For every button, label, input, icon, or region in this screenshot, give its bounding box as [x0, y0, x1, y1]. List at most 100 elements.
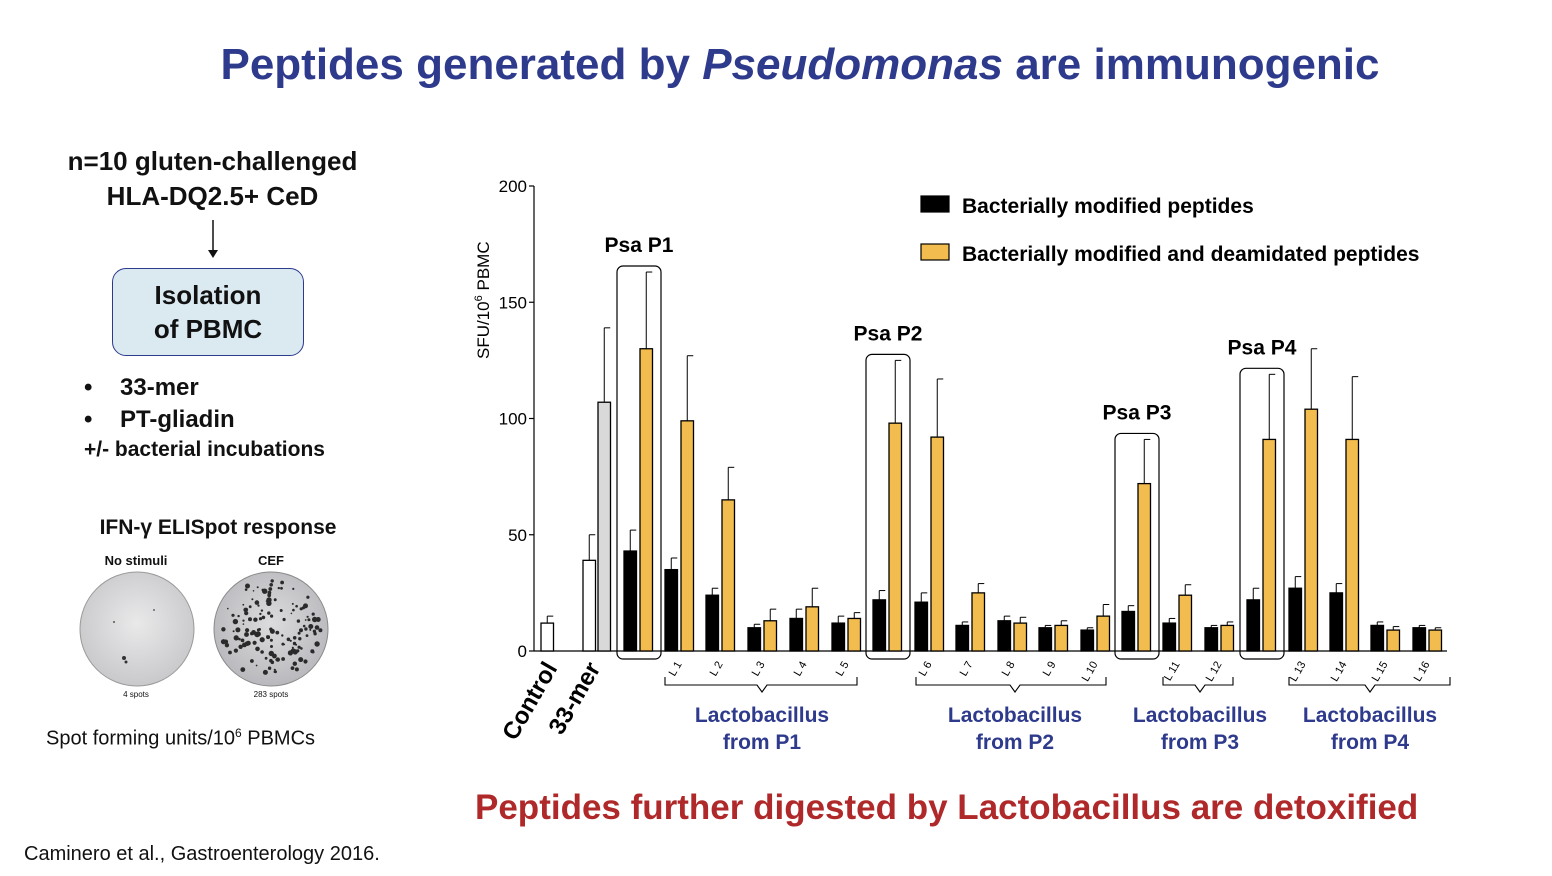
bullet-glyph: •	[84, 374, 93, 401]
bar-black	[1121, 610, 1136, 652]
elispot-spot	[260, 609, 264, 612]
elispot-spot	[303, 659, 308, 664]
elispot-spot	[290, 666, 295, 670]
group-label-line1: Lactobacillus	[695, 704, 829, 727]
elispot-spot	[264, 656, 268, 660]
bar-black	[1080, 629, 1095, 652]
elispot-spot	[246, 608, 249, 611]
group-label-line2: from P2	[976, 731, 1054, 754]
bar-black	[1162, 622, 1177, 652]
elispot-spot	[312, 616, 318, 623]
elispot-spot	[291, 646, 294, 649]
elispot-spot	[257, 604, 260, 607]
bar-orange	[1054, 624, 1069, 652]
bar-orange	[1386, 629, 1401, 652]
x-tick-label: L 4	[792, 660, 810, 679]
bar-black	[955, 624, 970, 652]
psa-label: Psa P4	[1228, 336, 1297, 359]
elispot-spot	[290, 612, 293, 615]
bar-orange	[1220, 624, 1235, 652]
elispot-spot	[240, 638, 245, 643]
bar-black	[789, 617, 804, 652]
psa-box	[1239, 367, 1285, 660]
y-tick-label: 200	[499, 177, 527, 196]
elispot-spot	[304, 619, 307, 621]
title-part2: are immunogenic	[1015, 40, 1380, 89]
bar-orange	[721, 499, 736, 652]
title-part1: Peptides generated by	[220, 40, 690, 89]
well-label: No stimuli	[104, 553, 168, 568]
x-tick-label: L 11	[1162, 660, 1182, 683]
slide-title: Peptides generated by Pseudomonas are im…	[0, 40, 1552, 90]
bar-control	[540, 622, 555, 652]
spot-units-note: Spot forming units/106 PBMCs	[46, 726, 315, 751]
group-label-line2: from P3	[1161, 731, 1239, 754]
elispot-spot	[256, 628, 260, 632]
y-tick-label: 0	[518, 642, 527, 661]
elispot-spot	[228, 650, 232, 655]
elispot-spot	[311, 650, 315, 654]
elispot-spot	[295, 643, 298, 646]
bar-orange	[680, 420, 695, 652]
elispot-spot	[255, 646, 260, 652]
group-label-line1: Lactobacillus	[1133, 704, 1267, 727]
y-tick-label: 50	[508, 526, 527, 545]
psa-label: Psa P1	[605, 234, 674, 257]
elispot-spot	[248, 605, 252, 609]
bar-orange	[930, 436, 945, 652]
elispot-spot	[252, 590, 255, 592]
elispot-spot	[275, 657, 280, 662]
x-tick-label: L 15	[1370, 660, 1391, 684]
elispot-spot	[238, 637, 241, 641]
bar-black	[997, 620, 1012, 652]
group-label-line2: from P1	[723, 731, 802, 754]
elispot-spot	[281, 634, 284, 637]
elispot-spot	[227, 607, 229, 610]
elispot-spot	[273, 598, 277, 602]
elispot-spot	[261, 615, 266, 620]
psa-label: Psa P3	[1103, 401, 1172, 424]
bar-orange	[805, 606, 820, 652]
elispot-spot	[220, 639, 227, 645]
elispot-spot	[251, 598, 254, 601]
elispot-spot	[253, 617, 258, 622]
conclusion-text: Peptides further digested by Lactobacill…	[475, 788, 1419, 827]
bar-black	[705, 594, 720, 652]
elispot-spot	[314, 625, 320, 630]
elispot-spot	[269, 638, 273, 642]
elispot-spot	[221, 627, 226, 632]
elispot-spot	[309, 628, 312, 631]
bar-black	[831, 622, 846, 652]
elispot-spot	[307, 618, 311, 622]
y-tick-label: 100	[499, 410, 527, 429]
elispot-spot	[292, 661, 297, 666]
elispot-spot	[299, 628, 303, 633]
elispot-well-no-stimuli	[79, 571, 195, 687]
box-line1: Isolation	[154, 280, 262, 310]
elispot-spot	[273, 654, 277, 658]
elispot-spot	[250, 659, 254, 663]
bar-orange	[1096, 615, 1111, 652]
elispot-spot	[238, 644, 243, 649]
psa-box	[1114, 432, 1160, 660]
bar-orange	[1178, 594, 1193, 652]
elispot-spot	[252, 640, 257, 645]
x-tick-label: L 10	[1080, 660, 1101, 684]
elispot-spot	[269, 627, 273, 631]
y-axis-label-sup: 6	[473, 295, 485, 301]
elispot-spot	[270, 645, 273, 648]
title-italic: Pseudomonas	[702, 40, 1003, 89]
elispot-spot	[296, 649, 300, 653]
spot-units-sup: 6	[235, 726, 242, 740]
elispot-spot	[286, 637, 291, 642]
bar-black	[1246, 599, 1261, 652]
bar-black	[623, 550, 638, 652]
elispot-spot	[242, 642, 247, 648]
x-tick-label: L 6	[917, 660, 935, 679]
bar-orange	[1013, 622, 1028, 652]
bar-orange	[888, 422, 903, 652]
elispot-spot	[280, 580, 284, 585]
well-label: CEF	[258, 553, 284, 568]
x-tick-label: L 8	[1000, 660, 1018, 679]
bar-orange	[1137, 482, 1152, 652]
